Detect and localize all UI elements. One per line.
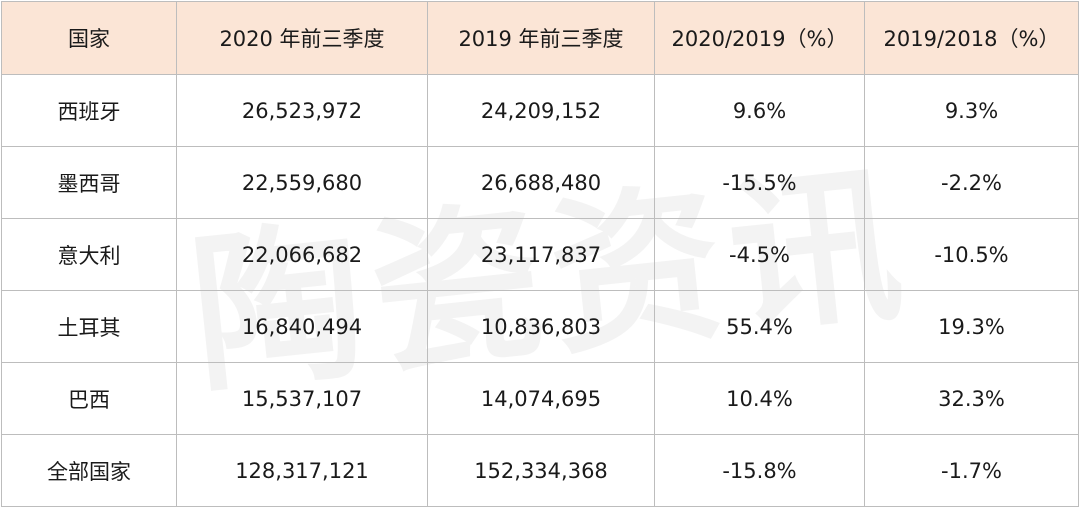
cell-change-2019: 32.3% xyxy=(864,362,1079,435)
header-2020-q1-q3: 2020 年前三季度 xyxy=(176,1,428,75)
table-row: 巴西 15,537,107 14,074,695 10.4% 32.3% xyxy=(1,362,1079,435)
cell-country: 意大利 xyxy=(1,218,177,291)
cell-country: 西班牙 xyxy=(1,74,177,147)
cell-change-2020: -15.8% xyxy=(654,434,865,507)
cell-change-2020: -15.5% xyxy=(654,146,865,219)
table-row-total: 全部国家 128,317,121 152,334,368 -15.8% -1.7… xyxy=(1,434,1079,507)
cell-change-2019: -2.2% xyxy=(864,146,1079,219)
table-row: 墨西哥 22,559,680 26,688,480 -15.5% -2.2% xyxy=(1,146,1079,219)
cell-country: 全部国家 xyxy=(1,434,177,507)
table-header-row: 国家 2020 年前三季度 2019 年前三季度 2020/2019（%） 20… xyxy=(1,1,1079,75)
cell-2020: 128,317,121 xyxy=(176,434,428,507)
cell-2019: 23,117,837 xyxy=(427,218,655,291)
cell-2019: 14,074,695 xyxy=(427,362,655,435)
cell-change-2019: 19.3% xyxy=(864,290,1079,363)
cell-change-2020: 55.4% xyxy=(654,290,865,363)
header-2019-q1-q3: 2019 年前三季度 xyxy=(427,1,655,75)
cell-2020: 16,840,494 xyxy=(176,290,428,363)
cell-change-2020: 9.6% xyxy=(654,74,865,147)
cell-2019: 152,334,368 xyxy=(427,434,655,507)
cell-2019: 24,209,152 xyxy=(427,74,655,147)
cell-2020: 22,066,682 xyxy=(176,218,428,291)
cell-change-2019: 9.3% xyxy=(864,74,1079,147)
cell-change-2019: -10.5% xyxy=(864,218,1079,291)
cell-change-2019: -1.7% xyxy=(864,434,1079,507)
cell-2020: 15,537,107 xyxy=(176,362,428,435)
table-row: 西班牙 26,523,972 24,209,152 9.6% 9.3% xyxy=(1,74,1079,147)
cell-change-2020: 10.4% xyxy=(654,362,865,435)
header-country: 国家 xyxy=(1,1,177,75)
header-2020-vs-2019: 2020/2019（%） xyxy=(654,1,865,75)
cell-2020: 22,559,680 xyxy=(176,146,428,219)
cell-country: 墨西哥 xyxy=(1,146,177,219)
table-row: 土耳其 16,840,494 10,836,803 55.4% 19.3% xyxy=(1,290,1079,363)
cell-2020: 26,523,972 xyxy=(176,74,428,147)
header-2019-vs-2018: 2019/2018（%） xyxy=(864,1,1079,75)
cell-change-2020: -4.5% xyxy=(654,218,865,291)
cell-2019: 26,688,480 xyxy=(427,146,655,219)
table-row: 意大利 22,066,682 23,117,837 -4.5% -10.5% xyxy=(1,218,1079,291)
cell-2019: 10,836,803 xyxy=(427,290,655,363)
cell-country: 巴西 xyxy=(1,362,177,435)
cell-country: 土耳其 xyxy=(1,290,177,363)
